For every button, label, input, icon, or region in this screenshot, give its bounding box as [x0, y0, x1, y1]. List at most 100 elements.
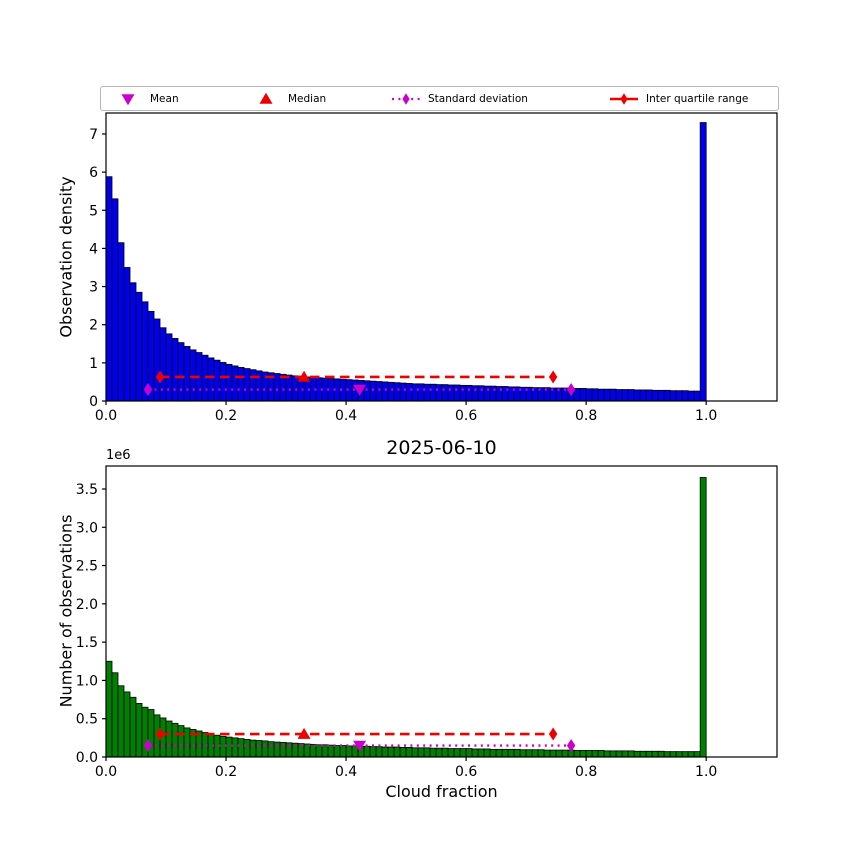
histogram-bar: [417, 747, 425, 758]
histogram-bar: [621, 750, 629, 758]
histogram-bar: [603, 750, 611, 758]
median-marker: [297, 370, 311, 382]
histogram-bar: [117, 685, 125, 758]
histogram-bar: [453, 384, 461, 402]
y-tick-label: 1.5: [76, 635, 98, 651]
histogram-bar: [633, 389, 641, 402]
histogram-bar: [435, 747, 443, 758]
histogram-bar: [267, 741, 275, 758]
histogram-bar: [591, 388, 599, 402]
inter-quartile-range-marker-icon: [610, 92, 638, 105]
x-tick-label: 1.0: [695, 408, 717, 424]
histogram-bar: [645, 389, 653, 402]
histogram-bar: [543, 749, 551, 758]
histogram-bar: [255, 370, 263, 402]
histogram-bar: [243, 368, 251, 402]
legend-label-mean: Mean: [150, 92, 179, 105]
histogram-bar: [675, 751, 683, 758]
histogram-bar: [285, 374, 293, 402]
histogram-bar: [231, 365, 239, 402]
histogram-bar: [255, 740, 263, 758]
histogram-bar: [399, 382, 407, 402]
histogram-bar: [321, 744, 329, 758]
y-tick-label: 0.0: [76, 750, 98, 766]
histogram-bar: [165, 333, 173, 402]
median-marker-glyph: [259, 92, 273, 104]
top-subplot: 0.0 0.2 0.4 0.6 0.8 1.0 0 1 2 3 4 5 6 7: [89, 112, 778, 424]
histogram-bar: [573, 388, 581, 402]
histogram-bar: [129, 696, 137, 758]
y-tick-label: 2: [89, 318, 98, 334]
x-tick-label: 0.6: [455, 764, 477, 780]
histogram-bar: [111, 672, 119, 758]
histogram-bar: [393, 382, 401, 402]
histogram-bar: [369, 746, 377, 758]
histogram-bar: [321, 377, 329, 402]
histogram-bar: [645, 750, 653, 758]
histogram-bar: [675, 390, 683, 402]
histogram-bar: [261, 740, 269, 758]
histogram-bar: [615, 750, 623, 758]
histogram-bar: [657, 750, 665, 758]
y-tick-label: 0.5: [76, 712, 98, 728]
histogram-bar: [687, 751, 695, 758]
histogram-bar: [417, 383, 425, 402]
histogram-bar: [495, 748, 503, 758]
histogram-bar: [483, 385, 491, 402]
histogram-bar: [231, 737, 239, 758]
iqr-right-cap-marker: [548, 370, 558, 384]
histogram-bar: [411, 747, 419, 758]
histogram-bar: [687, 390, 695, 402]
histogram-bar: [363, 745, 371, 758]
std-dev-right-cap-marker: [566, 739, 576, 753]
histogram-bar: [525, 749, 533, 758]
histogram-bar: [381, 746, 389, 758]
x-tick-label: 1.0: [695, 764, 717, 780]
histogram-bar: [471, 385, 479, 402]
histogram-bar: [183, 727, 191, 758]
histogram-bar: [471, 748, 479, 758]
histogram-bar: [639, 389, 647, 402]
histogram-bar: [435, 384, 443, 402]
histogram-bar: [399, 747, 407, 758]
y-axis-offset-text: 1e6: [106, 448, 131, 463]
std-dev-left-cap-marker: [143, 383, 153, 397]
std-dev-right-cap-marker: [566, 383, 576, 397]
histogram-bar: [501, 748, 509, 758]
histogram-bar: [183, 346, 191, 402]
histogram-bar: [243, 738, 251, 758]
standard-deviation-marker-icon: [392, 92, 420, 105]
mean-marker: [353, 384, 367, 396]
histogram-bar: [177, 725, 185, 758]
y-tick-label: 5: [89, 203, 98, 219]
y-tick-label: 2.0: [76, 597, 98, 613]
y-tick-label: 6: [89, 165, 98, 181]
histogram-bar: [537, 749, 545, 758]
histogram-bar: [627, 750, 635, 758]
histogram-bar: [177, 342, 185, 402]
histogram-bar: [387, 381, 395, 402]
histogram-bar: [249, 369, 257, 402]
histogram-bar: [609, 750, 617, 758]
histogram-bar: [279, 373, 287, 402]
histogram-bar: [363, 380, 371, 402]
histogram-bar: [171, 338, 179, 402]
histogram-bar: [513, 748, 521, 758]
axes-spines: [105, 465, 778, 758]
histogram-bar: [339, 745, 347, 758]
histogram-bar: [459, 384, 467, 402]
histogram-bar: [381, 381, 389, 402]
diamond-glyph: [402, 92, 410, 105]
histogram-bar: [135, 291, 143, 402]
histogram-bar: [483, 748, 491, 758]
histogram-bar: [171, 722, 179, 758]
histogram-bar: [681, 751, 689, 758]
mean-marker-glyph: [121, 93, 135, 105]
histogram-bar: [423, 383, 431, 402]
mean-marker-icon: [121, 93, 135, 105]
histogram-bar: [693, 390, 701, 402]
histogram-bar: [447, 748, 455, 758]
iqr-right-cap-marker: [548, 727, 558, 741]
histogram-bar: [573, 750, 581, 758]
histogram-bar: [555, 749, 563, 758]
